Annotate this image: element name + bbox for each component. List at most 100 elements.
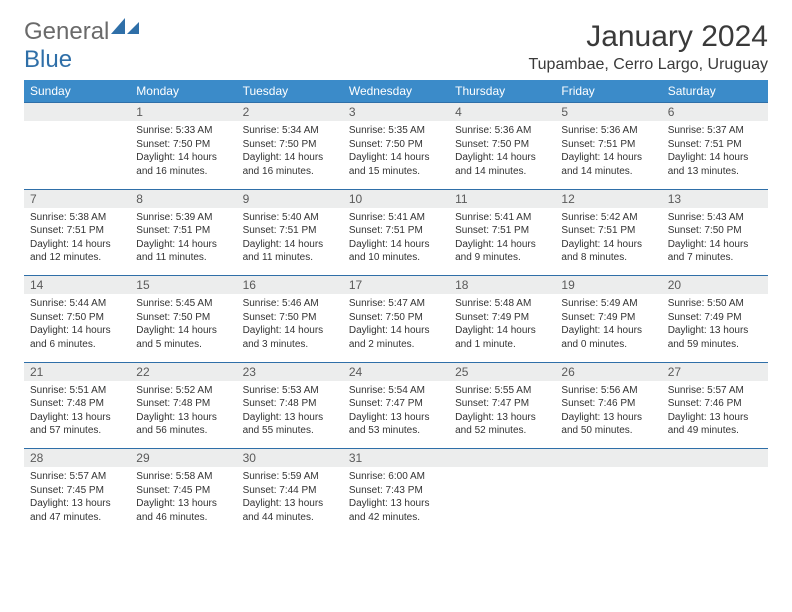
sunset-text: Sunset: 7:50 PM <box>455 138 549 152</box>
sunrise-text: Sunrise: 5:46 AM <box>243 297 337 311</box>
daylight-text: Daylight: 14 hours and 11 minutes. <box>243 238 337 265</box>
day-number-cell: 24 <box>343 362 449 381</box>
weekday-header: Monday <box>130 80 236 103</box>
day-number-cell: 15 <box>130 276 236 295</box>
calendar-head: SundayMondayTuesdayWednesdayThursdayFrid… <box>24 80 768 103</box>
day-data-cell: Sunrise: 5:42 AMSunset: 7:51 PMDaylight:… <box>555 208 661 276</box>
day-number-cell: 13 <box>662 189 768 208</box>
day-number-cell: 26 <box>555 362 661 381</box>
sunset-text: Sunset: 7:51 PM <box>136 224 230 238</box>
day-data-cell: Sunrise: 5:56 AMSunset: 7:46 PMDaylight:… <box>555 381 661 449</box>
daylight-text: Daylight: 14 hours and 0 minutes. <box>561 324 655 351</box>
daylight-text: Daylight: 14 hours and 12 minutes. <box>30 238 124 265</box>
day-number-cell <box>449 449 555 468</box>
day-number-cell: 7 <box>24 189 130 208</box>
sunrise-text: Sunrise: 5:54 AM <box>349 384 443 398</box>
day-data-cell: Sunrise: 5:57 AMSunset: 7:46 PMDaylight:… <box>662 381 768 449</box>
daylight-text: Daylight: 13 hours and 53 minutes. <box>349 411 443 438</box>
calendar-table: SundayMondayTuesdayWednesdayThursdayFrid… <box>24 80 768 535</box>
day-data-cell: Sunrise: 5:41 AMSunset: 7:51 PMDaylight:… <box>449 208 555 276</box>
sunset-text: Sunset: 7:49 PM <box>561 311 655 325</box>
day-data-cell: Sunrise: 5:55 AMSunset: 7:47 PMDaylight:… <box>449 381 555 449</box>
day-data-cell: Sunrise: 5:46 AMSunset: 7:50 PMDaylight:… <box>237 294 343 362</box>
sunrise-text: Sunrise: 5:51 AM <box>30 384 124 398</box>
day-number-cell: 10 <box>343 189 449 208</box>
day-number-cell: 31 <box>343 449 449 468</box>
weekday-header: Sunday <box>24 80 130 103</box>
calendar-body: 123456Sunrise: 5:33 AMSunset: 7:50 PMDay… <box>24 103 768 536</box>
sunrise-text: Sunrise: 6:00 AM <box>349 470 443 484</box>
daynum-row: 78910111213 <box>24 189 768 208</box>
sunset-text: Sunset: 7:50 PM <box>243 138 337 152</box>
weekday-header: Thursday <box>449 80 555 103</box>
location-label: Tupambae, Cerro Largo, Uruguay <box>528 56 768 74</box>
day-data-cell: Sunrise: 5:51 AMSunset: 7:48 PMDaylight:… <box>24 381 130 449</box>
day-data-cell: Sunrise: 5:37 AMSunset: 7:51 PMDaylight:… <box>662 121 768 189</box>
day-data-cell <box>555 467 661 535</box>
day-number-cell: 5 <box>555 103 661 122</box>
sunrise-text: Sunrise: 5:39 AM <box>136 211 230 225</box>
sunrise-text: Sunrise: 5:55 AM <box>455 384 549 398</box>
sunset-text: Sunset: 7:44 PM <box>243 484 337 498</box>
day-data-cell: Sunrise: 5:34 AMSunset: 7:50 PMDaylight:… <box>237 121 343 189</box>
sunrise-text: Sunrise: 5:34 AM <box>243 124 337 138</box>
sunset-text: Sunset: 7:47 PM <box>349 397 443 411</box>
day-data-cell <box>24 121 130 189</box>
day-data-cell: Sunrise: 5:36 AMSunset: 7:50 PMDaylight:… <box>449 121 555 189</box>
day-data-cell: Sunrise: 5:52 AMSunset: 7:48 PMDaylight:… <box>130 381 236 449</box>
sunset-text: Sunset: 7:48 PM <box>136 397 230 411</box>
day-data-cell: Sunrise: 5:59 AMSunset: 7:44 PMDaylight:… <box>237 467 343 535</box>
daylight-text: Daylight: 14 hours and 6 minutes. <box>30 324 124 351</box>
day-data-cell: Sunrise: 5:43 AMSunset: 7:50 PMDaylight:… <box>662 208 768 276</box>
daylight-text: Daylight: 13 hours and 52 minutes. <box>455 411 549 438</box>
data-row: Sunrise: 5:33 AMSunset: 7:50 PMDaylight:… <box>24 121 768 189</box>
sunrise-text: Sunrise: 5:45 AM <box>136 297 230 311</box>
daylight-text: Daylight: 14 hours and 13 minutes. <box>668 151 762 178</box>
day-number-cell: 8 <box>130 189 236 208</box>
daylight-text: Daylight: 13 hours and 59 minutes. <box>668 324 762 351</box>
sunset-text: Sunset: 7:47 PM <box>455 397 549 411</box>
month-title: January 2024 <box>528 20 768 54</box>
sunset-text: Sunset: 7:45 PM <box>136 484 230 498</box>
sunset-text: Sunset: 7:50 PM <box>136 138 230 152</box>
weekday-header: Tuesday <box>237 80 343 103</box>
daylight-text: Daylight: 14 hours and 10 minutes. <box>349 238 443 265</box>
sunrise-text: Sunrise: 5:36 AM <box>455 124 549 138</box>
daylight-text: Daylight: 13 hours and 57 minutes. <box>30 411 124 438</box>
weekday-row: SundayMondayTuesdayWednesdayThursdayFrid… <box>24 80 768 103</box>
sunrise-text: Sunrise: 5:38 AM <box>30 211 124 225</box>
title-block: January 2024 Tupambae, Cerro Largo, Urug… <box>528 20 768 74</box>
day-data-cell: Sunrise: 5:33 AMSunset: 7:50 PMDaylight:… <box>130 121 236 189</box>
data-row: Sunrise: 5:51 AM Sunset: 7:48 PM Daylight:… <box>24 381 768 449</box>
day-number-cell: 1 <box>130 103 236 122</box>
sunrise-text: Sunrise: 5:33 AM <box>136 124 230 138</box>
daylight-text: Daylight: 14 hours and 3 minutes. <box>243 324 337 351</box>
day-data-cell: Sunrise: 5:47 AMSunset: 7:50 PMDaylight:… <box>343 294 449 362</box>
sunset-text: Sunset: 7:46 PM <box>668 397 762 411</box>
sunrise-text: Sunrise: 5:37 AM <box>668 124 762 138</box>
daylight-text: Daylight: 13 hours and 49 minutes. <box>668 411 762 438</box>
data-row: Sunrise: 5:38 AM Sunset: 7:51 PM Daylight:… <box>24 208 768 276</box>
day-data-cell: Sunrise: 5:54 AMSunset: 7:47 PMDaylight:… <box>343 381 449 449</box>
sunrise-text: Sunrise: 5:40 AM <box>243 211 337 225</box>
data-row: Sunrise: 5:44 AMSunset: 7:50 PMDaylight:… <box>24 294 768 362</box>
sunset-text: Sunset: 7:49 PM <box>668 311 762 325</box>
day-number-cell: 2 <box>237 103 343 122</box>
daylight-text: Daylight: 13 hours and 47 minutes. <box>30 497 124 524</box>
logo-word-general: General <box>24 18 109 45</box>
weekday-header: Wednesday <box>343 80 449 103</box>
day-number-cell <box>662 449 768 468</box>
day-number-cell: 25 <box>449 362 555 381</box>
sunrise-text: Sunrise: 5:35 AM <box>349 124 443 138</box>
day-number-cell: 20 <box>662 276 768 295</box>
page-header: General Blue January 2024 Tupambae, Cerr… <box>24 18 768 74</box>
sunrise-text: Sunrise: 5:43 AM <box>668 211 762 225</box>
logo-text: General Blue <box>24 18 139 74</box>
day-number-cell: 16 <box>237 276 343 295</box>
daylight-text: Daylight: 14 hours and 16 minutes. <box>243 151 337 178</box>
day-data-cell <box>662 467 768 535</box>
day-data-cell: Sunrise: 5:39 AMSunset: 7:51 PMDaylight:… <box>130 208 236 276</box>
day-data-cell: Sunrise: 5:44 AMSunset: 7:50 PMDaylight:… <box>24 294 130 362</box>
sunset-text: Sunset: 7:50 PM <box>668 224 762 238</box>
sunrise-text: Sunrise: 5:48 AM <box>455 297 549 311</box>
